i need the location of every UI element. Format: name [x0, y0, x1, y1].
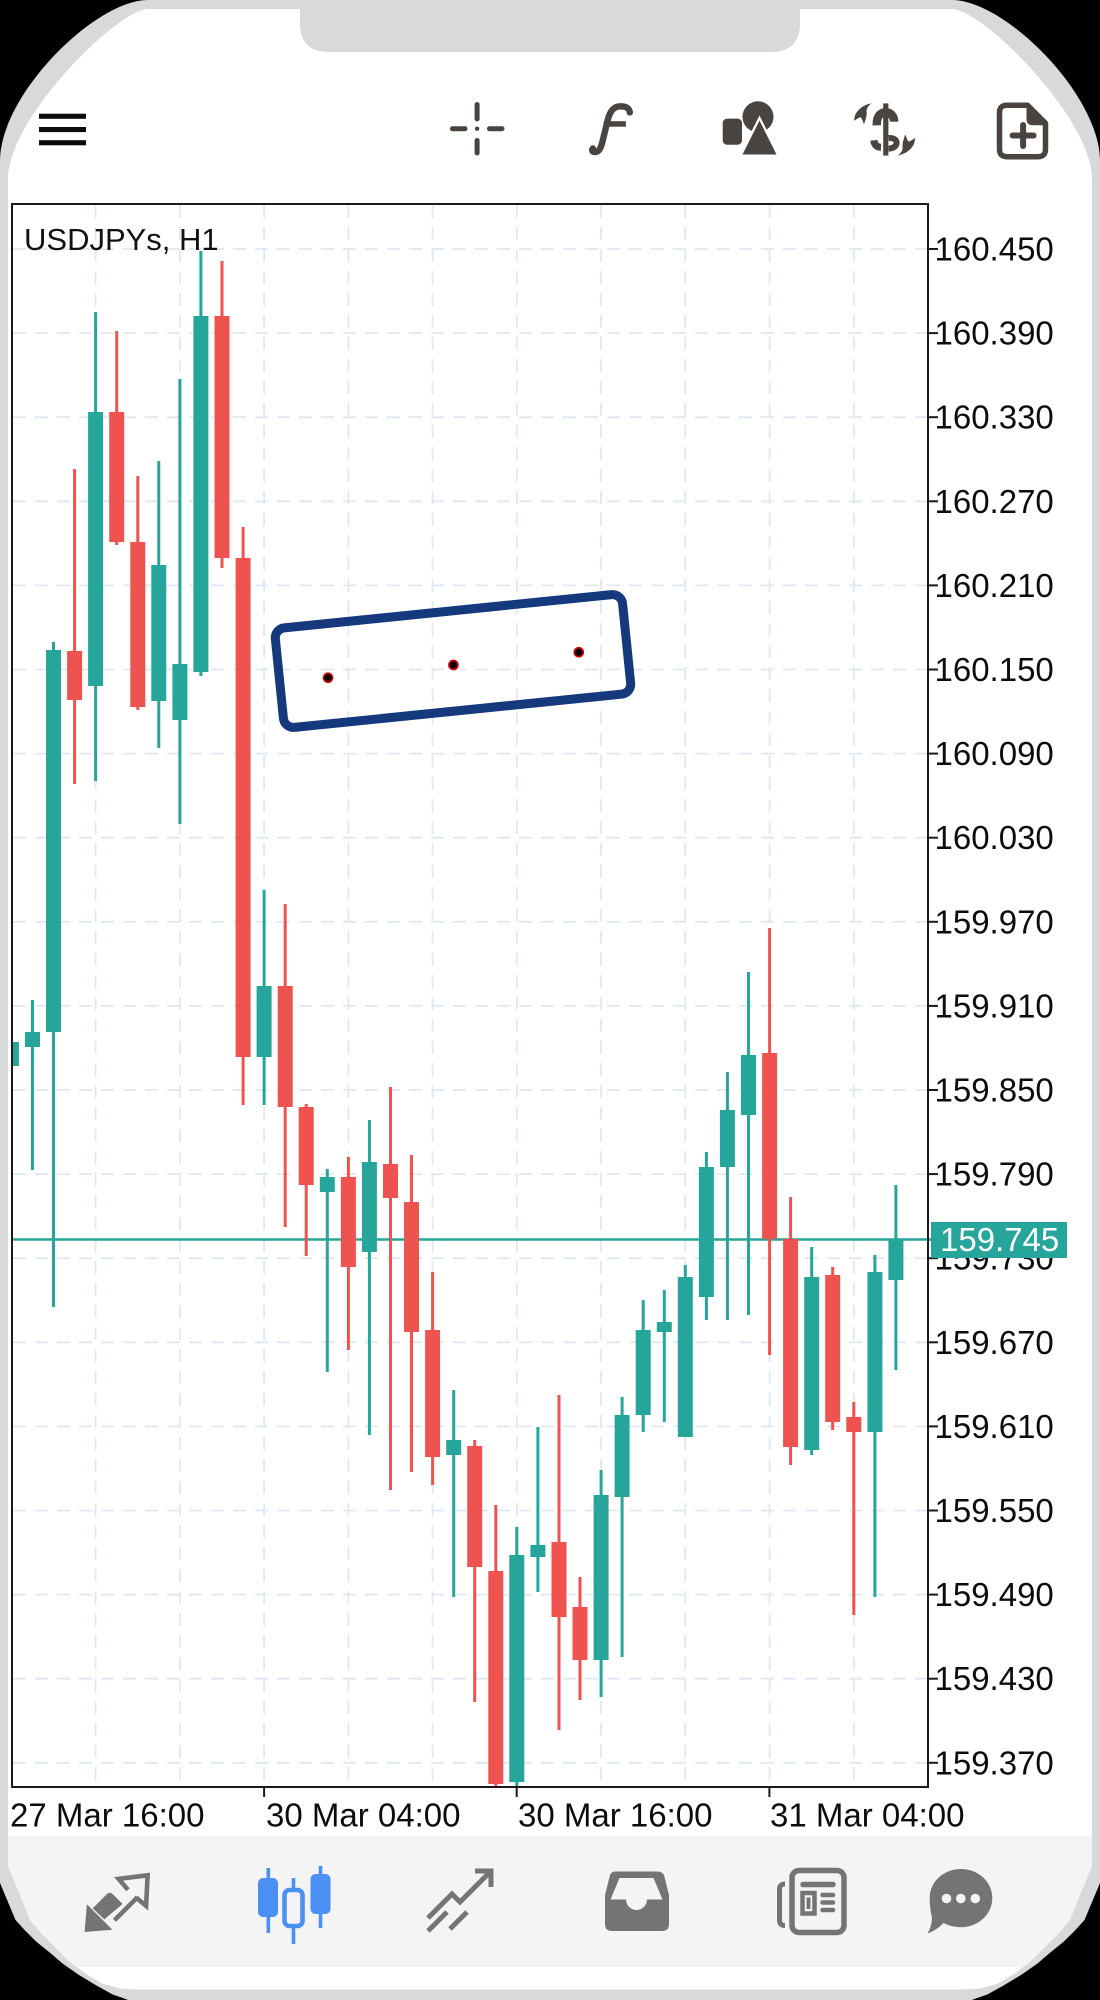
svg-text:160.090: 160.090: [935, 735, 1054, 772]
svg-text:159.490: 159.490: [935, 1576, 1054, 1613]
svg-text:27 Mar 16:00: 27 Mar 16:00: [10, 1797, 204, 1834]
svg-text:30 Mar 04:00: 30 Mar 04:00: [266, 1797, 460, 1834]
svg-text:159.610: 159.610: [935, 1408, 1054, 1445]
svg-text:USDJPYs, H1: USDJPYs, H1: [24, 222, 219, 257]
svg-text:160.390: 160.390: [935, 315, 1054, 352]
svg-text:159.970: 159.970: [935, 903, 1054, 940]
svg-text:30 Mar 16:00: 30 Mar 16:00: [518, 1797, 712, 1834]
svg-text:159.850: 159.850: [935, 1072, 1054, 1109]
svg-text:159.745: 159.745: [940, 1221, 1059, 1258]
svg-text:160.150: 160.150: [935, 651, 1054, 688]
svg-text:160.450: 160.450: [935, 231, 1054, 268]
svg-text:31 Mar 04:00: 31 Mar 04:00: [770, 1797, 964, 1834]
svg-text:160.330: 160.330: [935, 399, 1054, 436]
svg-text:159.430: 159.430: [935, 1660, 1054, 1697]
svg-text:159.910: 159.910: [935, 987, 1054, 1024]
svg-text:159.550: 159.550: [935, 1492, 1054, 1529]
svg-text:160.030: 160.030: [935, 819, 1054, 856]
svg-text:160.270: 160.270: [935, 483, 1054, 520]
svg-text:159.670: 159.670: [935, 1324, 1054, 1361]
svg-text:159.790: 159.790: [935, 1156, 1054, 1193]
svg-text:159.370: 159.370: [935, 1744, 1054, 1781]
svg-text:160.210: 160.210: [935, 567, 1054, 604]
